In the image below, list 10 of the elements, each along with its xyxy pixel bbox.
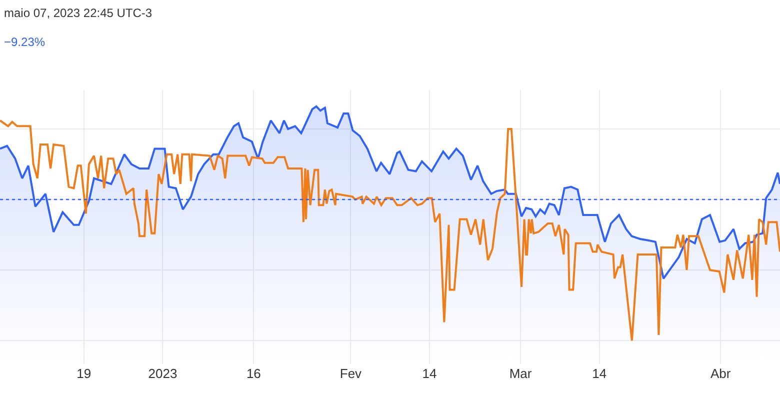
- x-tick-label: Abr: [710, 366, 732, 381]
- x-tick-label: 16: [246, 366, 261, 381]
- x-tick-label: Mar: [509, 366, 532, 381]
- text: −9.23%: [4, 35, 46, 49]
- x-tick-label: 2023: [148, 366, 178, 381]
- x-tick-label: 19: [76, 366, 92, 381]
- x-tick-label: Fev: [340, 366, 362, 381]
- text: maio 07, 2023 22:45 UTC-3: [4, 6, 152, 20]
- x-tick-label: 14: [422, 366, 437, 381]
- x-tick-label: 14: [592, 366, 607, 381]
